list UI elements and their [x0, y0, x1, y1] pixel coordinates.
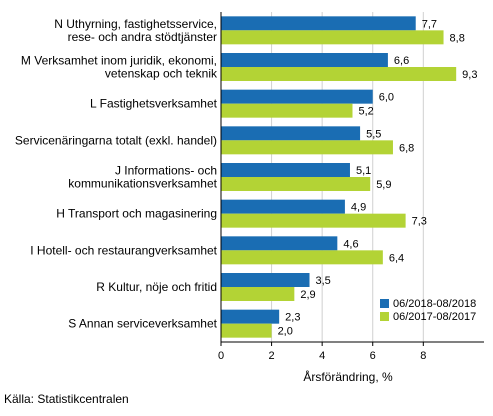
data-label: 2,3 — [285, 312, 300, 324]
source-note: Källa: Statistikcentralen — [4, 392, 129, 406]
bar — [221, 309, 280, 324]
data-label: 4,6 — [343, 238, 358, 250]
data-label: 2,9 — [300, 289, 315, 301]
data-label: 5,9 — [376, 179, 391, 191]
legend-swatch — [380, 299, 389, 308]
category-label: L Fastighetsverksamhet — [90, 97, 218, 111]
x-tick-label: 0 — [218, 350, 224, 362]
category-label: R Kultur, nöje och fritid — [96, 280, 217, 294]
data-label: 5,2 — [359, 106, 374, 118]
category-label: S Annan serviceverksamhet — [68, 317, 217, 331]
x-axis-title: Årsförändring, % — [303, 369, 393, 384]
bar — [221, 103, 353, 118]
bar — [221, 89, 373, 104]
bar — [221, 287, 295, 301]
data-label: 9,3 — [462, 69, 477, 81]
data-label: 6,8 — [399, 142, 414, 154]
legend-label: 06/2017-08/2017 — [393, 311, 476, 323]
legend-label: 06/2018-08/2018 — [393, 298, 476, 310]
bar — [221, 53, 388, 67]
bar — [221, 126, 361, 141]
bar — [221, 163, 350, 177]
bar — [221, 213, 406, 228]
data-label: 3,5 — [316, 275, 331, 287]
bar — [221, 67, 457, 81]
data-label: 7,7 — [422, 18, 437, 30]
x-tick-label: 8 — [420, 350, 426, 362]
data-label: 6,4 — [389, 252, 404, 264]
bar — [221, 273, 310, 287]
bar — [221, 177, 371, 191]
category-label: N Uthyrning, fastighetsservice, rese- och… — [54, 17, 217, 44]
legend-swatch — [380, 312, 389, 321]
category-label: M Verksamhet inom juridik, ekonomi, veten… — [21, 54, 218, 81]
x-tick-label: 6 — [370, 350, 376, 362]
data-label: 5,1 — [356, 165, 371, 177]
data-label: 6,0 — [379, 92, 394, 104]
data-label: 6,6 — [394, 55, 409, 67]
bar — [221, 250, 383, 265]
bar — [221, 30, 444, 45]
x-tick-label: 4 — [319, 350, 325, 362]
data-label: 8,8 — [450, 32, 465, 44]
data-label: 7,3 — [412, 216, 427, 228]
bar — [221, 323, 272, 338]
category-label: H Transport och magasinering — [56, 207, 217, 221]
category-label: Servicenäringarna totalt (exkl. handel) — [15, 133, 217, 147]
bar — [221, 16, 416, 31]
data-label: 5,5 — [366, 128, 381, 140]
bar — [221, 199, 345, 214]
data-label: 2,0 — [278, 326, 293, 338]
x-tick-label: 2 — [269, 350, 275, 362]
category-label: J Informations- och kommunikationsverksam… — [68, 164, 217, 191]
bar — [221, 236, 338, 251]
category-label: I Hotell- och restaurangverksamhet — [30, 243, 217, 257]
data-label: 4,9 — [351, 202, 366, 214]
bar — [221, 140, 393, 155]
